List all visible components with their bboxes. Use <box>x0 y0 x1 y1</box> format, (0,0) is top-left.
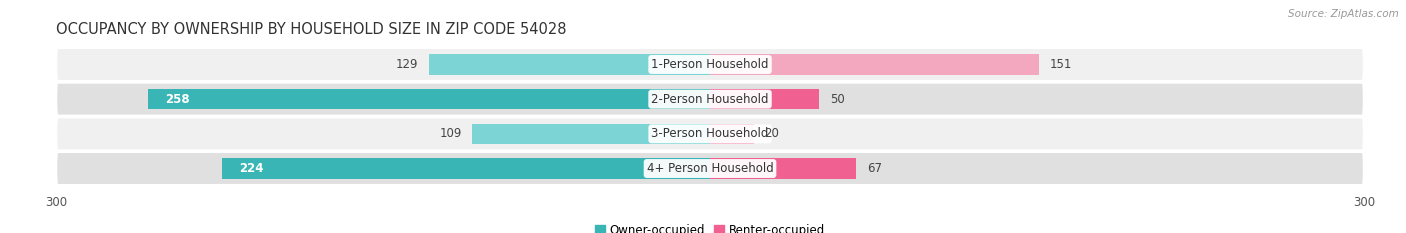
Text: 224: 224 <box>239 162 264 175</box>
Text: 4+ Person Household: 4+ Person Household <box>647 162 773 175</box>
Legend: Owner-occupied, Renter-occupied: Owner-occupied, Renter-occupied <box>591 219 830 233</box>
Bar <box>429 55 710 75</box>
Text: OCCUPANCY BY OWNERSHIP BY HOUSEHOLD SIZE IN ZIP CODE 54028: OCCUPANCY BY OWNERSHIP BY HOUSEHOLD SIZE… <box>56 22 567 37</box>
FancyBboxPatch shape <box>56 48 1364 81</box>
Bar <box>710 124 754 144</box>
FancyBboxPatch shape <box>56 117 1364 150</box>
Bar <box>710 55 1039 75</box>
Bar <box>148 89 710 109</box>
Text: 129: 129 <box>395 58 418 71</box>
FancyBboxPatch shape <box>56 152 1364 185</box>
Text: Source: ZipAtlas.com: Source: ZipAtlas.com <box>1288 9 1399 19</box>
Text: 258: 258 <box>165 93 190 106</box>
Text: 109: 109 <box>439 127 461 140</box>
Bar <box>472 124 710 144</box>
Text: 20: 20 <box>765 127 779 140</box>
Bar <box>710 89 818 109</box>
Text: 1-Person Household: 1-Person Household <box>651 58 769 71</box>
Bar <box>222 158 710 178</box>
Text: 2-Person Household: 2-Person Household <box>651 93 769 106</box>
Text: 3-Person Household: 3-Person Household <box>651 127 769 140</box>
Text: 50: 50 <box>830 93 845 106</box>
Text: 151: 151 <box>1050 58 1073 71</box>
FancyBboxPatch shape <box>56 83 1364 116</box>
Bar <box>710 158 856 178</box>
Text: 67: 67 <box>868 162 882 175</box>
